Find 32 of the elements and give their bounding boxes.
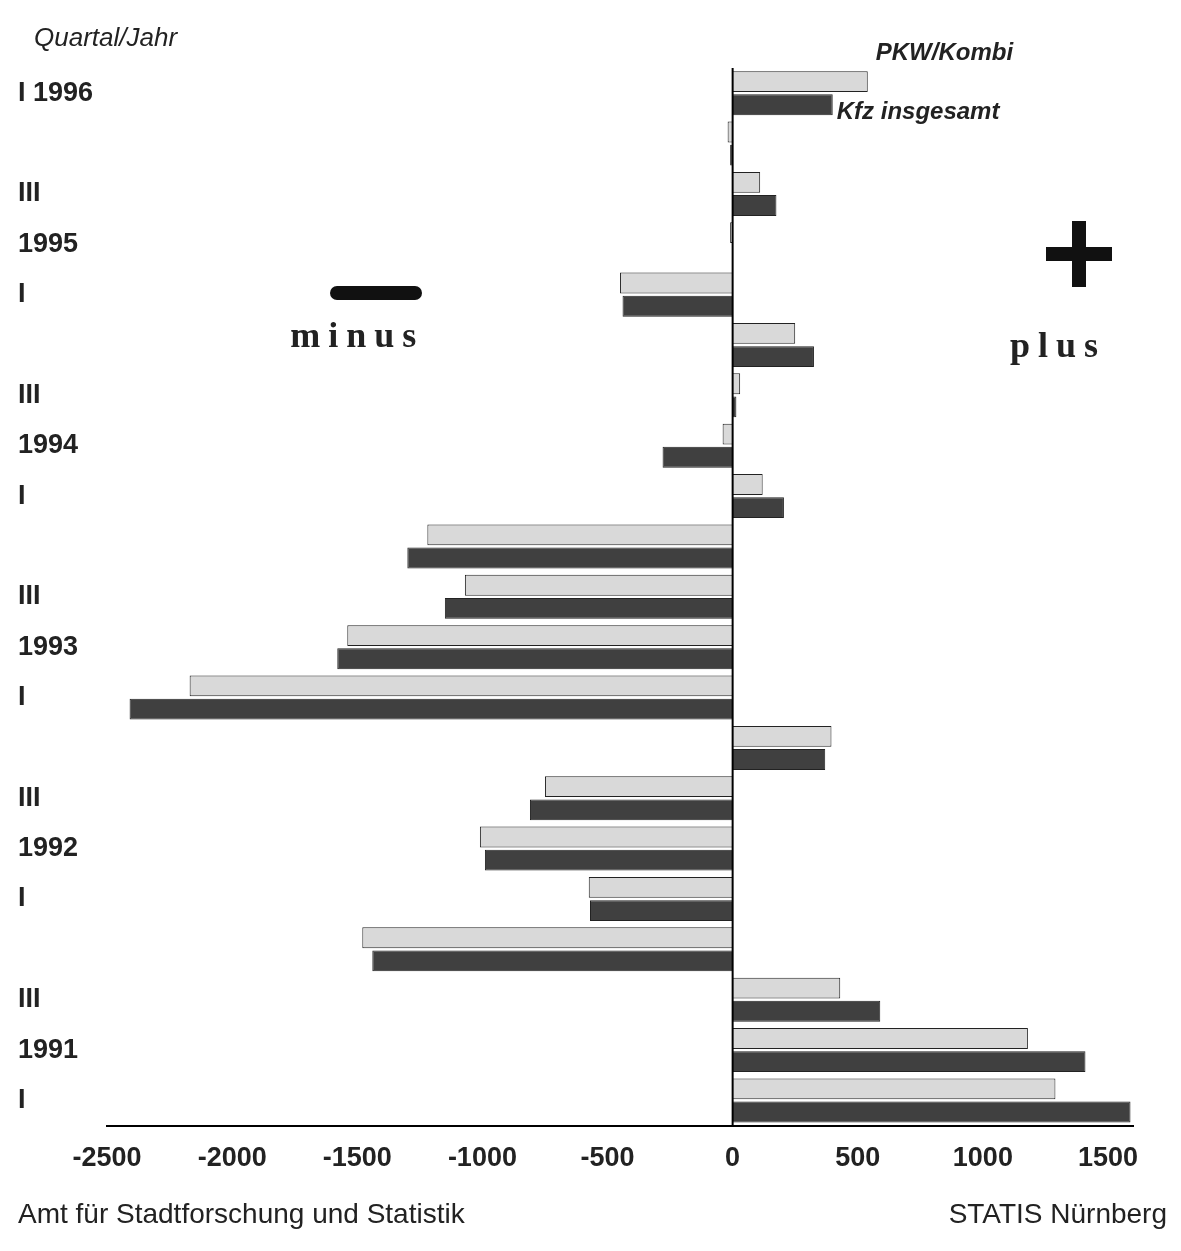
- y-tick-label: III: [18, 177, 41, 208]
- y-tick-label: I: [18, 479, 26, 510]
- annotation: plus: [1009, 325, 1107, 366]
- y-tick-label: I 1996: [18, 76, 94, 107]
- y-tick-label: III: [18, 983, 41, 1014]
- series-label: Kfz insgesamt: [836, 97, 1001, 125]
- y-tick-label: III: [18, 580, 41, 611]
- y-tick-label: III: [18, 378, 41, 409]
- x-tick-label: -500: [580, 1142, 635, 1173]
- x-tick-label: -1000: [447, 1142, 517, 1173]
- y-tick-label: 1992: [18, 832, 79, 863]
- x-tick-label: 1500: [1077, 1142, 1139, 1173]
- y-tick-label: 1994: [18, 429, 79, 460]
- x-tick-label: -2000: [197, 1142, 267, 1173]
- x-tick-label: -2500: [72, 1142, 142, 1173]
- y-tick-label: 1993: [18, 630, 79, 661]
- series-label: PKW/Kombi: [875, 38, 1015, 66]
- text: STATIS Nürnberg: [948, 1198, 1167, 1230]
- x-tick-label: -1500: [322, 1142, 392, 1173]
- y-tick-label: I: [18, 278, 26, 309]
- x-tick-label: 1000: [952, 1142, 1013, 1173]
- y-tick-label: 1991: [18, 1033, 79, 1064]
- y-tick-label: III: [18, 781, 41, 812]
- y-axis-title: Quartal/Jahr: [34, 22, 179, 53]
- y-tick-label: I: [18, 882, 26, 913]
- y-tick-label: I: [18, 1083, 26, 1114]
- text: Amt für Stadtforschung und Statistik: [18, 1198, 465, 1230]
- y-tick-label: I: [18, 680, 26, 711]
- annotation: minus: [290, 315, 425, 356]
- x-tick-label: 0: [725, 1142, 741, 1173]
- x-tick-label: 500: [835, 1142, 881, 1173]
- y-tick-label: 1995: [18, 227, 79, 258]
